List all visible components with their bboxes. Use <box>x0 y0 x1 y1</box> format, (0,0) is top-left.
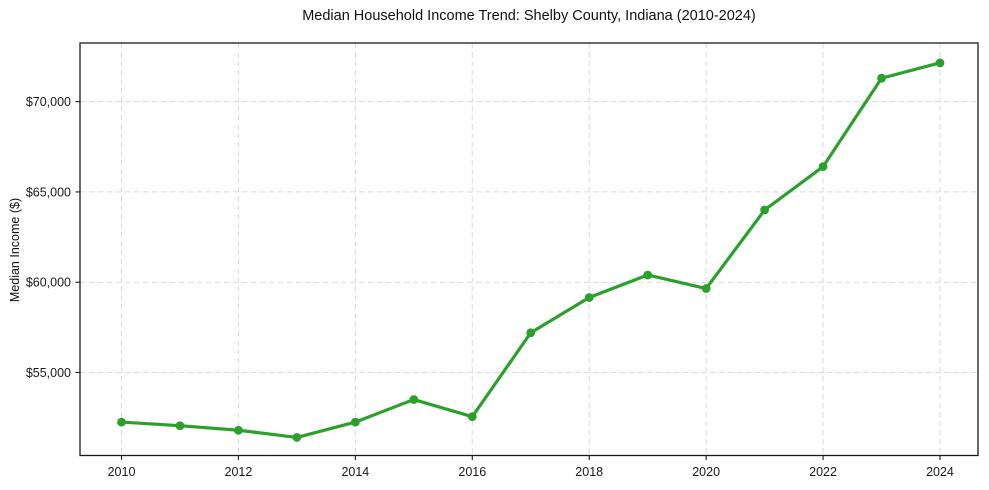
data-point-2021 <box>760 205 770 215</box>
data-point-2016 <box>467 412 477 422</box>
x-tick-label: 2020 <box>692 465 720 479</box>
data-point-2011 <box>175 421 185 431</box>
data-point-2014 <box>350 417 360 427</box>
trend-line <box>119 61 942 440</box>
data-point-2023 <box>877 73 886 83</box>
x-tick-label: 2010 <box>108 465 136 479</box>
x-tick-label: 2014 <box>341 465 369 479</box>
data-point-2015 <box>409 395 419 404</box>
y-tick-label: $60,000 <box>26 276 71 290</box>
data-point-2018 <box>584 293 594 302</box>
x-tick-label: 2016 <box>458 465 486 479</box>
data-point-2010 <box>117 417 126 427</box>
data-point-2017 <box>526 328 536 338</box>
data-point-2019 <box>643 270 653 280</box>
y-axis-label: Median Income ($) <box>8 197 22 303</box>
y-tick-label: $65,000 <box>26 185 71 199</box>
x-tick-label: 2024 <box>926 465 954 479</box>
data-point-2012 <box>234 425 243 435</box>
data-point-2024 <box>935 58 945 68</box>
data-point-2013 <box>292 433 302 442</box>
x-tick-label: 2022 <box>809 465 837 479</box>
chart-title: Median Household Income Trend: Shelby Co… <box>302 8 756 24</box>
plot-border <box>79 42 979 457</box>
data-point-2022 <box>818 162 828 172</box>
x-tick-label: 2018 <box>575 465 603 479</box>
x-tick-label: 2012 <box>225 465 253 479</box>
y-tick-label: $55,000 <box>26 366 71 380</box>
data-point-2020 <box>701 284 711 293</box>
y-tick-label: $70,000 <box>26 95 71 109</box>
